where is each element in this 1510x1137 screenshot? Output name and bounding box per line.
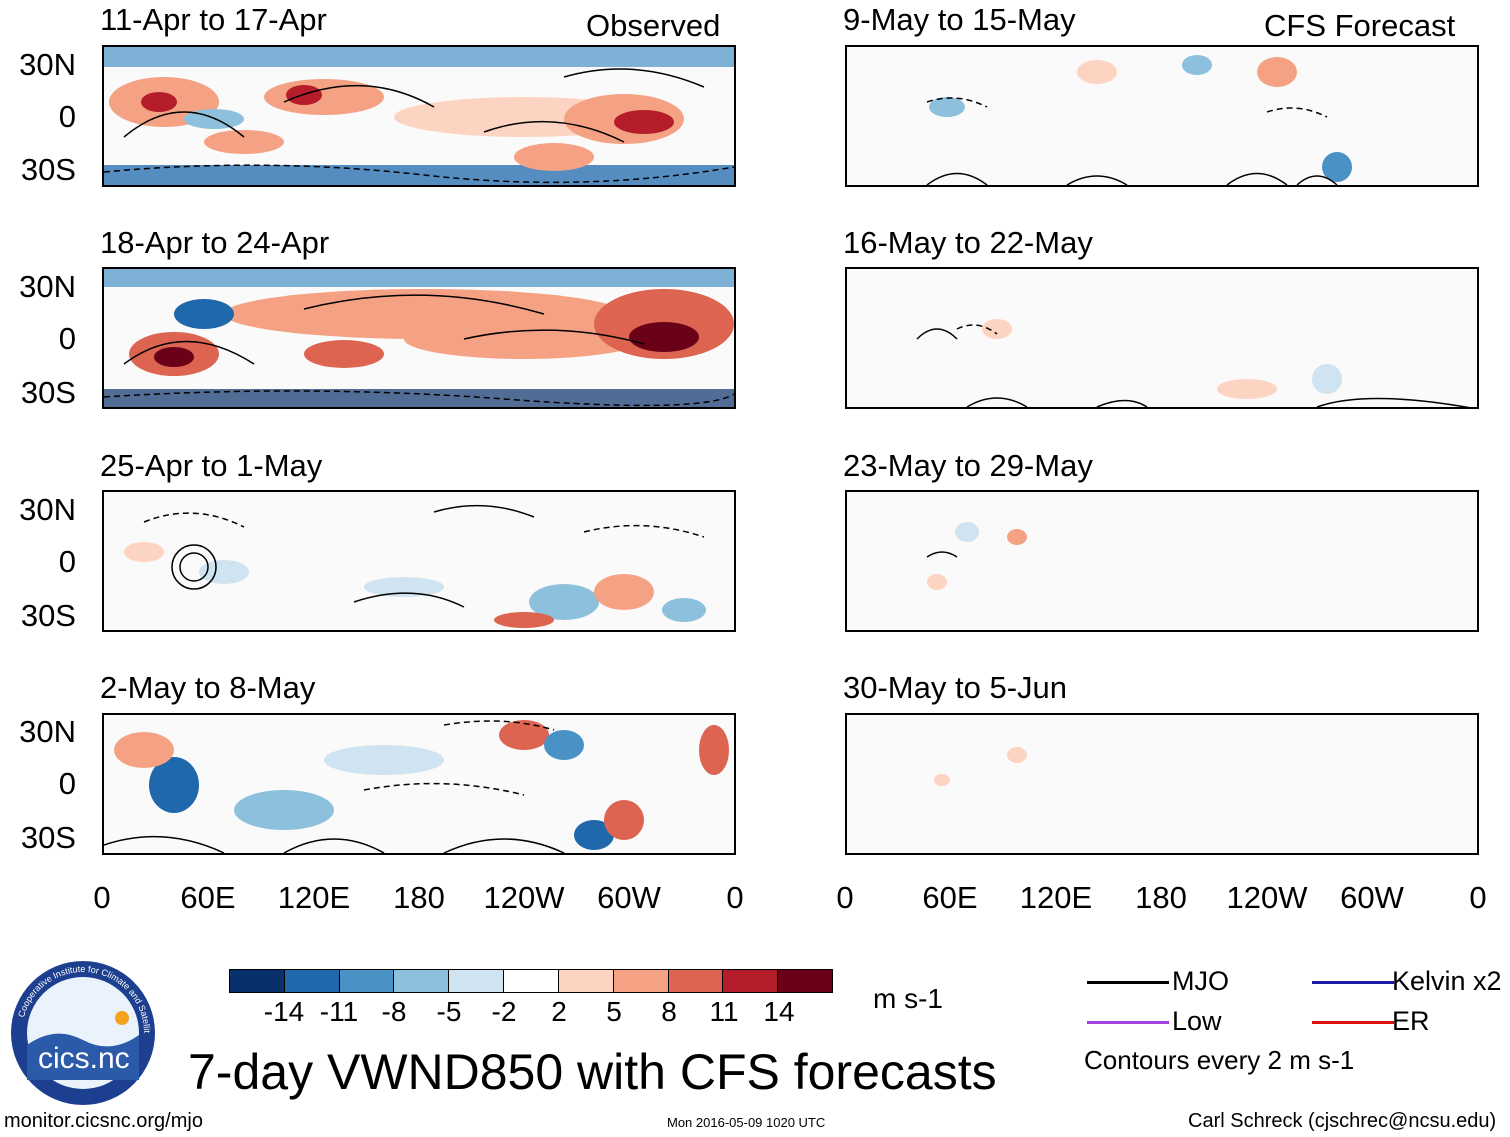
colorbar <box>229 969 833 993</box>
x-axis-label: 60E <box>180 880 236 915</box>
y-axis-label: 30S <box>20 598 76 633</box>
y-axis-label: 0 <box>58 544 76 579</box>
legend-line-mjo <box>1087 981 1169 984</box>
forecast-map-panel-3 <box>845 490 1479 632</box>
observed-panel-title: 25-Apr to 1-May <box>100 448 323 483</box>
colorbar-tick: 2 <box>551 996 567 1027</box>
forecast-panel-title: 9-May to 15-May <box>843 2 1076 37</box>
legend-label-low: Low <box>1172 1006 1222 1036</box>
anomaly-field <box>926 522 1027 590</box>
y-axis-label: 30N <box>19 269 76 304</box>
x-axis-label: 0 <box>726 880 744 915</box>
cicsnc-logo: Cooperative Institute for Climate and Sa… <box>7 952 156 1106</box>
y-axis-label: 30S <box>20 152 76 187</box>
colorbar-tick: -14 <box>263 996 305 1027</box>
colorbar-swatch <box>394 970 450 992</box>
x-axis-label: 120E <box>277 880 351 915</box>
footer-author: Carl Schreck (cjschrec@ncsu.edu) <box>1188 1110 1497 1132</box>
observed-panel-title: 18-Apr to 24-Apr <box>100 225 330 260</box>
x-axis-label: 60E <box>922 880 978 915</box>
x-axis-label: 0 <box>93 880 111 915</box>
observed-label: Observed <box>586 8 721 43</box>
y-axis-label: 0 <box>58 321 76 356</box>
legend-line-er <box>1312 1021 1394 1024</box>
legend-label-mjo: MJO <box>1172 966 1229 996</box>
anomaly-field <box>926 55 1352 185</box>
y-axis-label: 30N <box>19 47 76 82</box>
colorbar-swatch <box>339 970 395 992</box>
observed-map-panel-1 <box>102 45 736 187</box>
logo-graphic: Cooperative Institute for Climate and Sa… <box>7 952 155 1105</box>
x-axis-label: 0 <box>1469 880 1487 915</box>
colorbar-units: m s-1 <box>873 983 943 1014</box>
observed-panel-title: 11-Apr to 17-Apr <box>100 2 327 37</box>
colorbar-tick: -11 <box>319 996 359 1027</box>
contour-note: Contours every 2 m s-1 <box>1084 1045 1355 1075</box>
colorbar-swatch <box>668 970 724 992</box>
x-axis-label: 120E <box>1019 880 1093 915</box>
observed-map-panel-3 <box>102 490 736 632</box>
anomaly-field <box>104 720 729 853</box>
colorbar-tick: 11 <box>709 996 739 1027</box>
colorbar-swatch <box>504 970 559 992</box>
x-axis-label: 60W <box>1340 880 1404 915</box>
observed-panel-title: 2-May to 8-May <box>100 670 316 705</box>
footer-url[interactable]: monitor.cicsnc.org/mjo <box>4 1110 203 1132</box>
forecast-panel-title: 23-May to 29-May <box>843 448 1093 483</box>
forecast-panel-title: 16-May to 22-May <box>843 225 1093 260</box>
x-axis-label: 60W <box>597 880 661 915</box>
x-axis-label: 0 <box>836 880 854 915</box>
forecast-map-panel-1 <box>845 45 1479 187</box>
colorbar-swatch <box>558 970 614 992</box>
x-axis-label: 180 <box>393 880 445 915</box>
anomaly-field <box>916 319 1470 407</box>
colorbar-swatch <box>449 970 505 992</box>
legend-label-er: ER <box>1392 1006 1430 1036</box>
footer-timestamp: Mon 2016-05-09 1020 UTC <box>667 1115 826 1130</box>
colorbar-swatch <box>723 970 779 992</box>
legend-line-kelvin <box>1312 981 1394 984</box>
observed-map-panel-2 <box>102 267 736 409</box>
anomaly-field <box>124 504 706 628</box>
colorbar-tick: -2 <box>491 996 517 1027</box>
logo-text: cics.nc <box>38 1042 130 1075</box>
colorbar-tick: 14 <box>763 996 795 1027</box>
colorbar-swatch <box>230 970 285 992</box>
colorbar-tick: -5 <box>436 996 462 1027</box>
forecast-map-panel-4 <box>845 713 1479 855</box>
anomaly-field <box>104 269 734 407</box>
legend-label-kelvin: Kelvin x2 <box>1392 966 1502 996</box>
main-title: 7-day VWND850 with CFS forecasts <box>188 1044 997 1100</box>
colorbar-swatch <box>613 970 669 992</box>
y-axis-label: 30N <box>19 714 76 749</box>
forecast-map-panel-2 <box>845 267 1479 409</box>
y-axis-label: 0 <box>58 766 76 801</box>
x-axis-label: 180 <box>1135 880 1187 915</box>
x-axis-label: 120W <box>483 880 565 915</box>
forecast-panel-title: 30-May to 5-Jun <box>843 670 1067 705</box>
x-axis-label: 120W <box>1226 880 1308 915</box>
anomaly-field <box>934 747 1027 786</box>
colorbar-tick: -8 <box>381 996 407 1027</box>
colorbar-swatch <box>778 970 832 992</box>
observed-map-panel-4 <box>102 713 736 855</box>
y-axis-label: 30S <box>20 820 76 855</box>
y-axis-label: 30S <box>20 375 76 410</box>
forecast-label: CFS Forecast <box>1264 8 1456 43</box>
anomaly-field <box>104 47 734 185</box>
colorbar-tick: 8 <box>661 996 677 1027</box>
colorbar-tick: 5 <box>606 996 622 1027</box>
y-axis-label: 30N <box>19 492 76 527</box>
legend-line-low <box>1087 1021 1169 1024</box>
colorbar-swatch <box>284 970 340 992</box>
y-axis-label: 0 <box>58 99 76 134</box>
